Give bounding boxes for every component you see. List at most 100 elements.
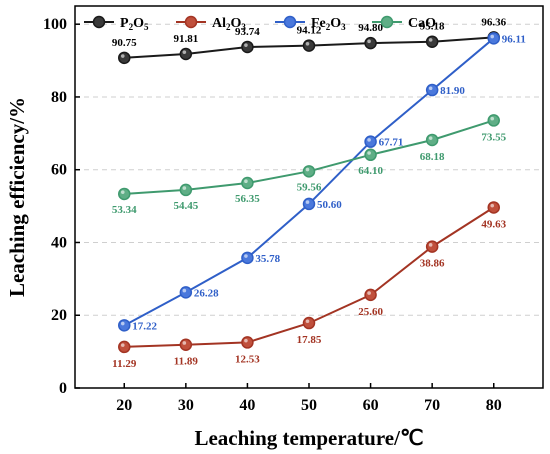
data-point-P2O5-20 [118,51,131,65]
data-label-Al2O3-30: 11.89 [174,356,199,368]
series-Al2O3: 11.29 11.89 12.53 17.85 25.60 38.86 49.63 [112,201,507,370]
series-P2O5: 90.75 91.81 93.74 94.12 94.80 95.18 96.36 [112,16,507,65]
legend-label-CaO: CaO [408,16,436,31]
x-axis-title: Leaching temperature/℃ [194,426,423,450]
data-label-Al2O3-60: 25.60 [358,306,383,318]
data-point-CaO-50 [302,165,316,178]
x-tick-label-60: 60 [363,397,379,414]
y-tick-label-60: 60 [51,162,67,179]
point-highlight-P2O5-30 [182,50,187,54]
point-highlight-CaO-60 [367,151,371,155]
legend-label-Al2O3: Al2O3 [212,16,246,32]
x-tick-label-70: 70 [424,397,440,414]
y-tick-label-80: 80 [51,89,67,106]
data-label-CaO-20: 53.34 [112,204,137,216]
point-highlight-Fe2O3-30 [182,288,187,293]
legend-text-part: O [133,16,144,31]
legend-text-part: CaO [408,16,436,31]
point-highlight-Fe2O3-70 [428,86,433,91]
legend-subscript: 3 [241,22,246,32]
point-highlight-CaO-80 [490,116,495,121]
data-label-CaO-80: 73.55 [481,131,506,143]
point-highlight-Fe2O3-20 [120,321,125,326]
x-tick-label-20: 20 [116,397,132,414]
data-label-CaO-70: 68.18 [420,151,445,163]
legend-marker-Fe2O3 [283,15,297,29]
data-point-Fe2O3-30 [179,286,193,299]
x-tick-label-50: 50 [301,397,317,414]
data-point-Al2O3-40 [241,336,254,349]
data-point-Al2O3-80 [487,201,500,214]
legend-marker-CaO [380,15,394,29]
data-point-CaO-60 [364,148,377,162]
axis-ticks: 0 20 40 60 80 100 20 30 40 50 60 70 80 [43,16,502,414]
legend-label-P2O5: P2O5 [120,16,149,32]
series-Fe2O3: 17.22 26.28 35.78 50.60 67.71 81.90 96.11 [118,32,526,332]
data-point-Al2O3-70 [425,240,439,253]
data-point-Fe2O3-60 [364,135,377,148]
legend-subscript: 3 [341,22,346,32]
data-label-Fe2O3-80: 96.11 [502,33,526,45]
legend-marker-Al2O3 [184,15,198,29]
point-highlight-P2O5-70 [428,38,433,42]
data-label-Al2O3-40: 12.53 [235,353,260,365]
legend-subscript: 2 [129,22,134,32]
legend-label-Fe2O3: Fe2O3 [311,16,346,32]
data-label-CaO-60: 64.10 [358,165,383,177]
point-highlight-CaO-50 [305,167,310,172]
data-label-Fe2O3-70: 81.90 [440,85,465,97]
point-highlight-Al2O3-40 [244,338,248,343]
legend-subscript: 5 [144,22,149,32]
legend-item-Al2O3: Al2O3 [176,15,246,32]
point-highlight-P2O5-50 [305,41,310,46]
point-highlight-CaO-20 [120,190,125,194]
data-label-Al2O3-80: 49.63 [481,218,506,230]
y-axis-title: Leaching efficiency/% [5,97,29,297]
data-point-P2O5-60 [364,36,377,50]
data-point-Al2O3-30 [179,338,193,351]
legend-item-Fe2O3: Fe2O3 [275,15,346,32]
point-highlight-Al2O3-50 [305,319,310,324]
data-label-Fe2O3-60: 67.71 [379,137,404,149]
point-highlight-Al2O3-60 [367,291,371,295]
point-highlight-CaO-40 [244,179,248,183]
point-highlight-Fe2O3-40 [244,254,248,258]
point-highlight-Fe2O3-80 [490,34,495,39]
point-highlight-Fe2O3-60 [367,138,371,142]
data-point-Al2O3-50 [302,316,316,330]
data-point-P2O5-70 [425,35,439,48]
data-label-Al2O3-20: 11.29 [112,358,137,370]
data-label-Fe2O3-50: 50.60 [317,199,342,211]
data-point-CaO-20 [118,187,131,201]
data-point-P2O5-30 [179,47,193,61]
data-point-CaO-30 [179,183,193,197]
data-label-P2O5-40: 93.74 [235,26,260,38]
legend: P2O5 Al2O3 Fe2O3 CaO [84,15,436,32]
data-point-CaO-40 [241,176,254,190]
legend-subscript: 2 [326,22,331,32]
y-tick-label-100: 100 [43,16,67,33]
legend-text-part: Al [212,16,226,31]
y-tick-label-40: 40 [51,234,67,251]
legend-text-part: P [120,16,129,31]
data-point-CaO-70 [425,133,439,147]
data-point-Fe2O3-80 [487,32,500,45]
legend-item-CaO: CaO [372,15,436,31]
point-highlight-CaO-70 [428,136,433,140]
legend-text-part: O [231,16,242,31]
y-tick-label-20: 20 [51,307,67,324]
point-highlight-P2O5-20 [120,54,125,58]
point-highlight-Al2O3-20 [120,343,125,347]
data-label-P2O5-80: 96.36 [481,16,506,28]
data-label-Fe2O3-40: 35.78 [255,253,280,265]
x-tick-label-40: 40 [239,397,255,414]
data-label-CaO-50: 59.56 [297,181,322,193]
series-CaO: 53.34 54.45 56.35 59.56 64.10 68.18 73.55 [112,114,507,216]
data-label-Al2O3-70: 38.86 [420,258,445,270]
point-highlight-Fe2O3-50 [305,200,310,204]
x-tick-label-30: 30 [178,397,194,414]
data-point-Fe2O3-20 [118,319,131,332]
data-label-P2O5-50: 94.12 [297,25,322,37]
series-layer: 90.75 91.81 93.74 94.12 94.80 95.18 96.36 11.29… [112,16,526,369]
